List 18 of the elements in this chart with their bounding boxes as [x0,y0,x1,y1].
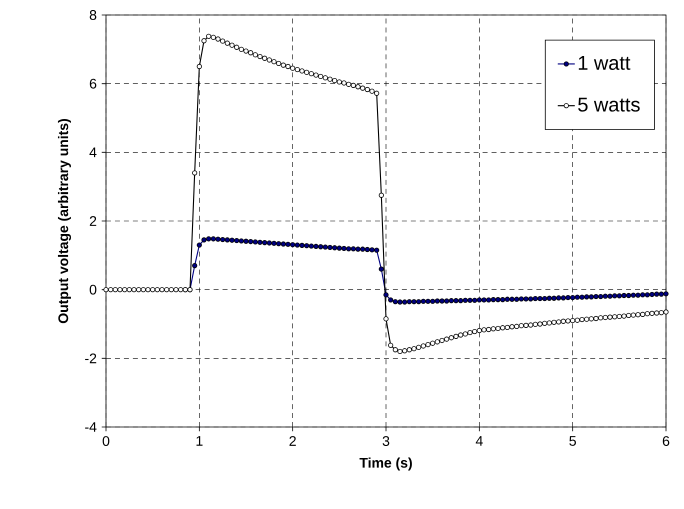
x-tick-label: 4 [476,436,483,446]
x-tick-label: 3 [382,436,390,446]
legend-label: 5 watts [578,98,640,112]
y-tick-label: 8 [90,10,96,20]
x-tick-label: 2 [289,436,296,446]
x-tick-label: 0 [102,436,110,446]
y-tick-label: -4 [85,422,96,432]
y-tick-label: 0 [90,284,96,295]
x-axis-title: Time (s) [360,457,412,470]
y-tick-label: 4 [89,148,96,158]
legend-label: 1 watt [578,56,630,70]
y-tick-label: 6 [90,78,96,89]
y-axis-title: Output voltage (arbitrary units) [58,119,72,324]
x-tick-label: 6 [662,436,670,446]
y-tick-label: 2 [90,216,96,226]
y-tick-label: -2 [85,353,96,364]
x-tick-label: 1 [196,436,203,446]
x-tick-label: 5 [569,436,576,446]
